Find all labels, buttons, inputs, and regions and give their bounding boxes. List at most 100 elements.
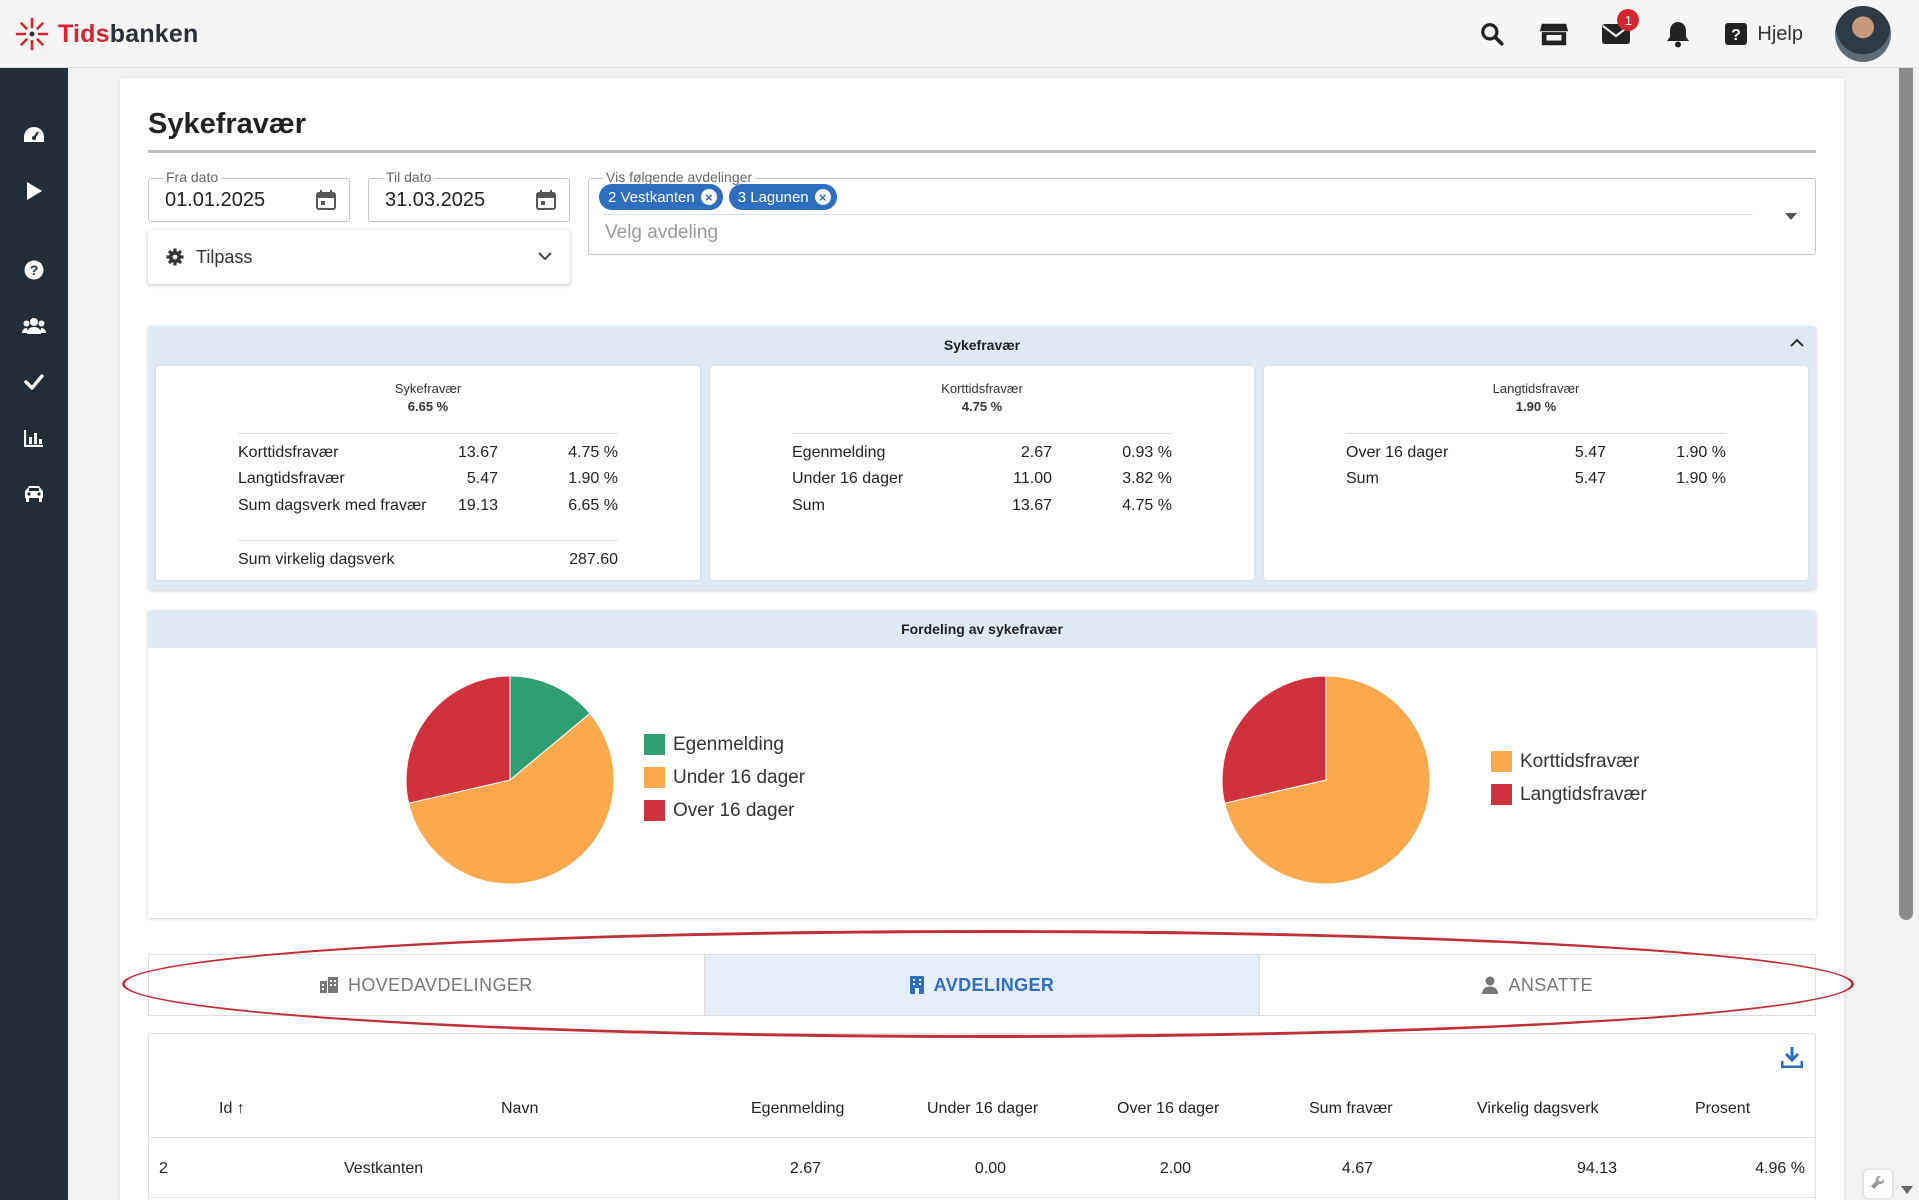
- svg-text:?: ?: [1732, 27, 1742, 44]
- departments-divider: [603, 214, 1753, 215]
- stat-row: Sum 5.47 1.90 %: [1346, 470, 1726, 487]
- column-header-under16[interactable]: Under 16 dager: [927, 1100, 1039, 1117]
- calendar-icon[interactable]: [535, 189, 557, 216]
- legend-item: Over 16 dager: [644, 794, 805, 827]
- column-header-id[interactable]: Id ↑: [219, 1100, 245, 1117]
- remove-chip-icon[interactable]: ×: [814, 189, 831, 205]
- legend-swatch: [644, 767, 665, 788]
- avatar[interactable]: [1835, 6, 1891, 62]
- stat-row: Over 16 dager 5.47 1.90 %: [1346, 444, 1726, 461]
- distribution-panel: Fordeling av sykefravær Egenmelding Unde…: [148, 610, 1816, 918]
- pie-slice-egenmelding[interactable]: [509, 675, 591, 782]
- caret-down-icon[interactable]: [1785, 213, 1797, 221]
- stat-card-short-term: Korttidsfravær 4.75 % Egenmelding 2.67 0.93…: [710, 366, 1254, 580]
- customize-label: Tilpass: [196, 246, 253, 267]
- office-icon: [909, 976, 924, 994]
- help-button[interactable]: ? Hjelp: [1725, 23, 1803, 46]
- tab-label: HOVEDAVDELINGER: [347, 974, 533, 995]
- pie-slice-langtidsfravær[interactable]: [1221, 675, 1327, 804]
- tab-ansatte[interactable]: ANSATTE: [1260, 955, 1815, 1015]
- tab-avdelinger[interactable]: AVDELINGER: [704, 955, 1261, 1015]
- search-icon[interactable]: [1477, 19, 1507, 49]
- departments-table: Id ↑ Navn Egenmelding Under 16 dager Ove…: [148, 1033, 1816, 1200]
- building-icon: [319, 977, 338, 993]
- department-chip[interactable]: 2 Vestkanten ×: [599, 184, 723, 210]
- departments-label: Vis følgende avdelinger: [603, 169, 756, 185]
- sidebar: ?: [0, 68, 68, 1200]
- departments-placeholder[interactable]: Velg avdeling: [605, 222, 719, 243]
- pie-slice-korttidsfravær[interactable]: [1224, 675, 1431, 885]
- stat-card-header: Korttidsfravær 4.75 %: [941, 381, 1023, 414]
- check-icon[interactable]: [0, 362, 68, 402]
- play-icon[interactable]: [0, 171, 68, 211]
- from-date-field[interactable]: Fra dato 01.01.2025: [148, 169, 350, 222]
- sort-arrow-icon: ↑: [236, 1100, 245, 1117]
- users-icon[interactable]: [0, 306, 68, 346]
- pie-legend-short-term: Egenmelding Under 16 dager Over 16 dager: [644, 728, 805, 827]
- tab-hovedavdelinger[interactable]: HOVEDAVDELINGER: [149, 955, 705, 1015]
- store-icon[interactable]: [1539, 19, 1569, 49]
- stat-card-total: Sykefravær 6.65 % Korttidsfravær 13.67 4.75…: [156, 366, 700, 580]
- distribution-charts: Egenmelding Under 16 dager Over 16 dager…: [148, 648, 1816, 918]
- car-icon[interactable]: [0, 474, 68, 514]
- scrollbar-thumb[interactable]: [1899, 50, 1913, 920]
- tab-label: ANSATTE: [1508, 974, 1593, 995]
- from-date-value: 01.01.2025: [165, 189, 266, 211]
- pie-slice-under-16-dager[interactable]: [408, 712, 615, 885]
- pie-slice-over-16-dager[interactable]: [405, 675, 511, 804]
- pie-legend-total: Korttidsfravær Langtidsfravær: [1491, 745, 1647, 811]
- dashboard-icon[interactable]: [0, 115, 68, 155]
- view-tabs: HOVEDAVDELINGER AVDELINGER ANSATTE: [148, 954, 1816, 1016]
- to-date-label: Til dato: [383, 169, 435, 185]
- column-header-virkelig[interactable]: Virkelig dagsverk: [1477, 1100, 1599, 1117]
- stat-row: Sum dagsverk med fravær 19.13 6.65 %: [238, 497, 618, 514]
- legend-swatch: [644, 734, 665, 755]
- person-icon: [1482, 976, 1499, 994]
- legend-item: Egenmelding: [644, 728, 805, 761]
- chevron-up-icon[interactable]: [1790, 338, 1804, 348]
- gear-icon: [166, 248, 184, 266]
- help-label: Hjelp: [1757, 22, 1803, 45]
- calendar-icon[interactable]: [315, 189, 337, 216]
- stat-row-footer: Sum virkelig dagsverk 287.60: [238, 551, 618, 568]
- logo[interactable]: Tidsbanken: [14, 14, 198, 54]
- legend-item: Langtidsfravær: [1491, 778, 1647, 811]
- tab-label: AVDELINGER: [933, 974, 1055, 995]
- help-icon: ?: [1725, 23, 1748, 45]
- column-header-navn[interactable]: Navn: [501, 1100, 539, 1117]
- stat-row: Korttidsfravær 13.67 4.75 %: [238, 444, 618, 461]
- chevron-down-icon: [538, 252, 552, 261]
- scroll-down-icon[interactable]: [1901, 1186, 1913, 1194]
- customize-dropdown[interactable]: Tilpass: [148, 230, 570, 284]
- to-date-value: 31.03.2025: [385, 189, 486, 211]
- main-content: Sykefravær Fra dato 01.01.2025 Til dato …: [120, 78, 1844, 1200]
- departments-select[interactable]: Vis følgende avdelinger 2 Vestkanten × 3…: [588, 169, 1816, 255]
- svg-text:?: ?: [30, 262, 39, 278]
- title-divider: [148, 150, 1816, 153]
- legend-swatch: [1491, 751, 1512, 772]
- stat-card-long-term: Langtidsfravær 1.90 % Over 16 dager 5.47 1.…: [1264, 366, 1808, 580]
- legend-swatch: [1491, 784, 1512, 805]
- column-header-over16[interactable]: Over 16 dager: [1117, 1100, 1220, 1117]
- to-date-field[interactable]: Til dato 31.03.2025: [368, 169, 570, 222]
- stat-row: Sum 13.67 4.75 %: [792, 497, 1172, 514]
- remove-chip-icon[interactable]: ×: [700, 189, 717, 205]
- bell-icon[interactable]: [1663, 19, 1693, 49]
- from-date-label: Fra dato: [163, 169, 222, 185]
- pie-chart-short-term: [405, 675, 615, 885]
- wrench-icon[interactable]: [1864, 1170, 1892, 1198]
- stat-card-header: Sykefravær 6.65 %: [394, 381, 462, 414]
- legend-item: Korttidsfravær: [1491, 745, 1647, 778]
- legend-swatch: [644, 800, 665, 821]
- legend-item: Under 16 dager: [644, 761, 805, 794]
- chart-icon[interactable]: [0, 418, 68, 458]
- stat-row: Langtidsfravær 5.47 1.90 %: [238, 470, 618, 487]
- column-header-prosent[interactable]: Prosent: [1695, 1100, 1751, 1117]
- department-chip[interactable]: 3 Lagunen ×: [728, 184, 837, 210]
- mail-icon[interactable]: 1: [1601, 9, 1640, 49]
- help-circle-icon[interactable]: ?: [0, 250, 68, 290]
- column-header-sum[interactable]: Sum fravær: [1309, 1100, 1393, 1117]
- column-header-egenmelding[interactable]: Egenmelding: [751, 1100, 845, 1117]
- download-icon[interactable]: [1780, 1046, 1804, 1073]
- distribution-panel-title: Fordeling av sykefravær: [901, 621, 1063, 637]
